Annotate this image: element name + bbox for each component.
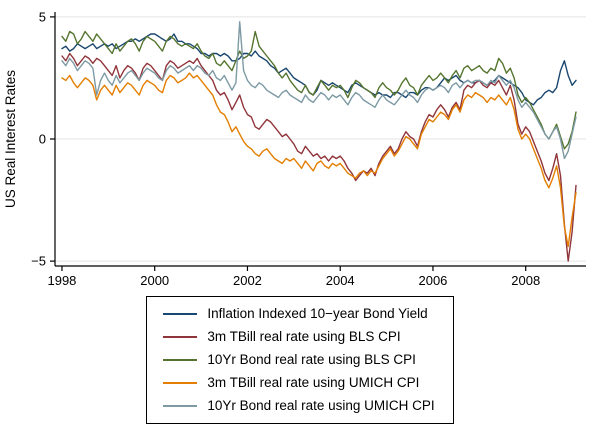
legend-label: Inflation Indexed 10−year Bond Yield (207, 306, 428, 321)
series-line-1 (61, 52, 577, 262)
y-tick-label: 0 (39, 132, 46, 147)
legend-item: 10Yr Bond real rate using UMICH CPI (163, 397, 435, 415)
series-line-2 (61, 30, 577, 150)
legend-item: 10Yr Bond real rate using BLS CPI (163, 351, 434, 369)
x-tick-label: 2006 (418, 273, 447, 288)
x-tick-label: 2002 (233, 273, 262, 288)
y-axis-label: US Real Interest Rates (3, 70, 18, 208)
series-line-3 (61, 72, 577, 248)
chart-legend: Inflation Indexed 10−year Bond Yield 3m … (146, 296, 454, 424)
x-tick-label: 2004 (326, 273, 355, 288)
legend-label: 3m TBill real rate using BLS CPI (207, 329, 401, 344)
legend-label: 10Yr Bond real rate using BLS CPI (207, 352, 416, 367)
x-tick-label: 2008 (511, 273, 540, 288)
x-tick-label: 1998 (47, 273, 76, 288)
chart-area: −5 0 5 1998 2000 2002 2004 2006 2008 US Real Inte… (3, 9, 586, 288)
legend-line-swatch (163, 313, 198, 315)
chart-canvas: −5 0 5 1998 2000 2002 2004 2006 2008 US Real Inte… (3, 9, 586, 288)
legend-item: 3m TBill real rate using BLS CPI (163, 328, 434, 346)
legend-label: 3m TBill real rate using UMICH CPI (207, 375, 420, 390)
legend-line-swatch (163, 405, 198, 407)
y-tick-label: 5 (39, 9, 46, 24)
legend-item: 3m TBill real rate using UMICH CPI (163, 374, 434, 392)
legend-line-swatch (163, 336, 198, 338)
x-tick-label: 2000 (140, 273, 169, 288)
legend-line-swatch (163, 359, 198, 361)
legend-line-swatch (163, 382, 198, 384)
legend-item: Inflation Indexed 10−year Bond Yield (163, 305, 434, 323)
legend-label: 10Yr Bond real rate using UMICH CPI (207, 398, 435, 413)
series-line-4 (61, 21, 577, 160)
y-tick-label: −5 (31, 254, 46, 269)
